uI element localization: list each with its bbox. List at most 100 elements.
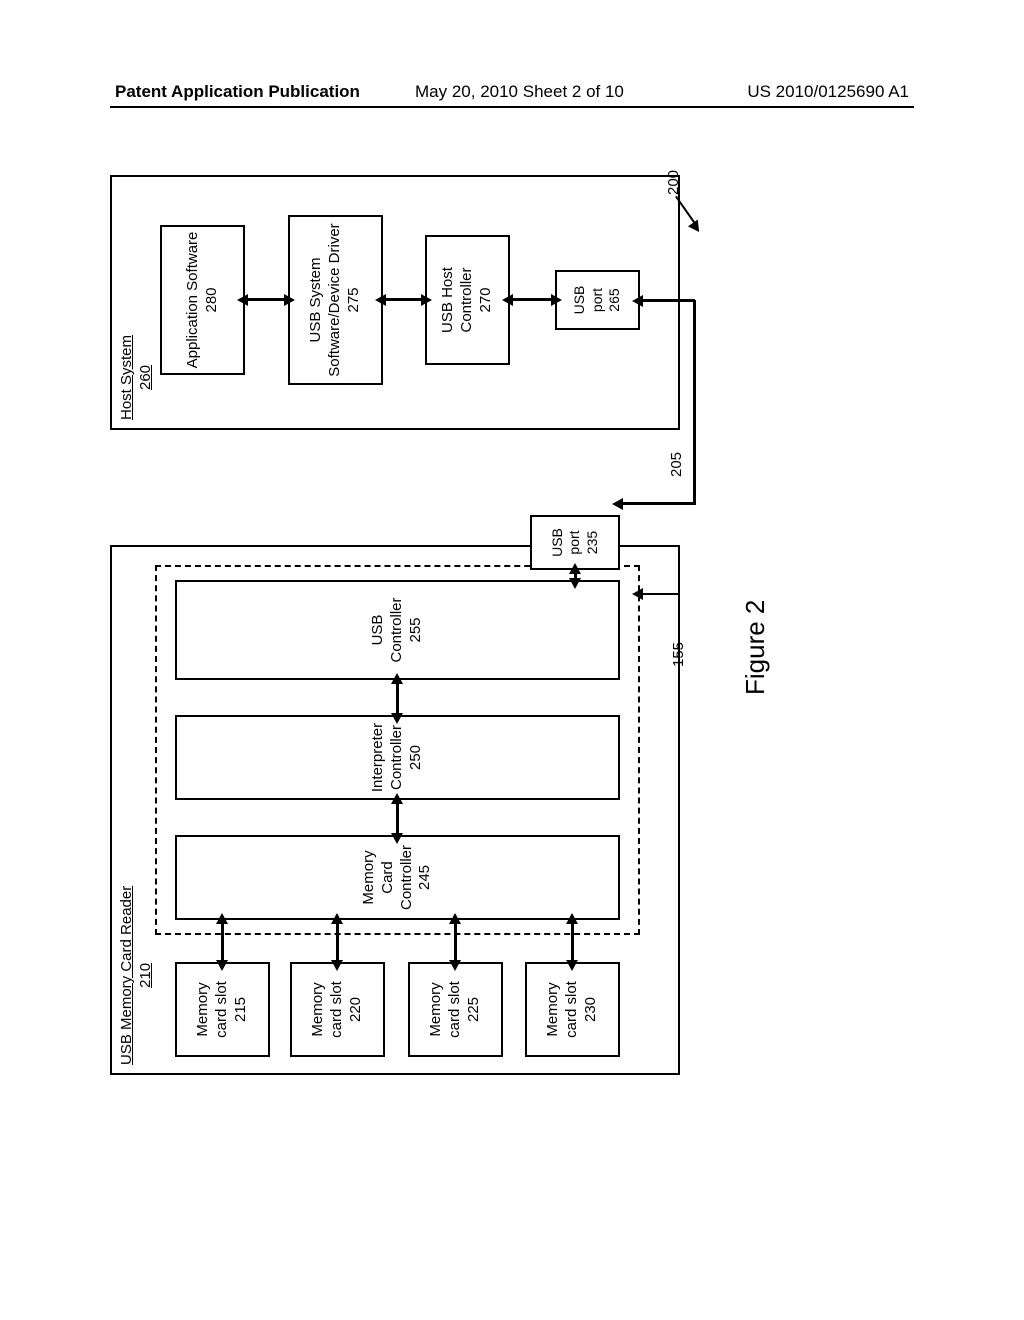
arrowhead-slot1-left-icon <box>216 960 228 971</box>
usb-host-controller: USB Host Controller 270 <box>425 235 510 365</box>
reader-title: USB Memory Card Reader <box>118 886 137 1065</box>
interp-label: Interpreter Controller <box>369 723 405 792</box>
leader-chip-h <box>678 593 680 637</box>
usbctrl-label: USB Controller <box>369 597 405 662</box>
arrow-hostctl-port <box>510 299 555 302</box>
slot3-text: Memory card slot 225 <box>427 968 483 1051</box>
host-usbport-ref: 265 <box>606 288 622 311</box>
slot1-ref: 215 <box>232 997 249 1022</box>
hostctl-ref: 270 <box>477 287 494 312</box>
slot4-label: Memory card slot <box>544 981 580 1038</box>
usbctrl-ref: 255 <box>407 617 424 642</box>
arrowhead-up-right-icon <box>569 563 581 574</box>
hostctl-text: USB Host Controller 270 <box>439 241 495 359</box>
arrow-app-driver <box>245 299 288 302</box>
host-title-block: Host System 260 <box>118 335 156 420</box>
memory-slot-4: Memory card slot 230 <box>525 962 620 1057</box>
interp-ref: 250 <box>407 745 424 770</box>
arrowhead-hp-up-icon <box>502 294 513 306</box>
driver-label: USB System Software/Device Driver <box>307 223 343 376</box>
system-ref: 200 <box>665 170 682 195</box>
slot2-ref: 220 <box>347 997 364 1022</box>
cable-seg1 <box>620 503 695 506</box>
arrowhead-hp-down-icon <box>551 294 562 306</box>
arrowhead-dh-up-icon <box>375 294 386 306</box>
app-ref: 280 <box>203 287 220 312</box>
interpreter-controller: Interpreter Controller 250 <box>175 715 620 800</box>
app-text: Application Software 280 <box>184 232 222 369</box>
memory-slot-2: Memory card slot 220 <box>290 962 385 1057</box>
arrowhead-ad-up-icon <box>237 294 248 306</box>
arrow-slot4-memctrl <box>571 920 574 962</box>
arrowhead-ad-down-icon <box>284 294 295 306</box>
arrowhead-slot2-right-icon <box>331 913 343 924</box>
memctrl-text: Memory Card Controller 245 <box>360 841 435 914</box>
reader-title-block: USB Memory Card Reader 210 <box>118 886 156 1065</box>
reader-usbport-text: USB port 235 <box>549 521 602 564</box>
reader-usb-port: USB port 235 <box>530 515 620 570</box>
host-usbport-label: USB port <box>571 286 605 315</box>
header-right: US 2010/0125690 A1 <box>747 82 909 102</box>
slot2-label: Memory card slot <box>309 981 345 1038</box>
cable-arrowhead-right-icon <box>632 295 643 307</box>
arrowhead-chip-icon <box>632 588 643 600</box>
usbctrl-text: USB Controller 255 <box>369 586 425 674</box>
arrow-slot3-memctrl <box>454 920 457 962</box>
leader-chip <box>640 593 680 595</box>
page-header: Patent Application Publication May 20, 2… <box>0 82 1024 106</box>
driver-ref: 275 <box>345 287 362 312</box>
usb-system-driver: USB System Software/Device Driver 275 <box>288 215 383 385</box>
cable-ref: 205 <box>668 452 685 477</box>
host-ref: 260 <box>137 335 156 420</box>
arrowhead-system-icon <box>688 220 704 236</box>
arrowhead-dh-down-icon <box>421 294 432 306</box>
reader-usbport-label: USB port <box>549 528 583 557</box>
slot2-text: Memory card slot 220 <box>309 968 365 1051</box>
cable-seg2 <box>693 300 696 505</box>
host-usb-port: USB port 265 <box>555 270 640 330</box>
figure-caption: Figure 2 <box>740 600 771 695</box>
interp-text: Interpreter Controller 250 <box>369 721 425 794</box>
hostctl-label: USB Host Controller <box>439 267 475 333</box>
header-left: Patent Application Publication <box>115 82 360 102</box>
arrowhead-slot1-right-icon <box>216 913 228 924</box>
arrowhead-iu-left-icon <box>391 713 403 724</box>
arrowhead-mi-right-icon <box>391 793 403 804</box>
memory-slot-1: Memory card slot 215 <box>175 962 270 1057</box>
arrow-memctrl-interp <box>396 800 399 835</box>
memctrl-label: Memory Card Controller <box>360 845 415 910</box>
slot1-label: Memory card slot <box>194 981 230 1038</box>
chip-ref: 155 <box>670 642 687 667</box>
arrowhead-slot3-left-icon <box>449 960 461 971</box>
cable-arrowhead-left-icon <box>612 498 623 510</box>
slot4-ref: 230 <box>582 997 599 1022</box>
host-usbport-text: USB port 265 <box>571 276 624 324</box>
slot4-text: Memory card slot 230 <box>544 968 600 1051</box>
arrow-slot2-memctrl <box>336 920 339 962</box>
memory-slot-3: Memory card slot 225 <box>408 962 503 1057</box>
diagram-rotated: USB Memory Card Reader 210 Memory card s… <box>110 175 810 1075</box>
driver-text: USB System Software/Device Driver 275 <box>307 221 363 379</box>
arrow-slot1-memctrl <box>221 920 224 962</box>
arrowhead-slot2-left-icon <box>331 960 343 971</box>
memctrl-ref: 245 <box>416 865 433 890</box>
usb-controller: USB Controller 255 <box>175 580 620 680</box>
arrow-driver-hostctl <box>383 299 425 302</box>
arrowhead-slot3-right-icon <box>449 913 461 924</box>
slot3-label: Memory card slot <box>427 981 463 1038</box>
reader-ref: 210 <box>137 886 156 1065</box>
header-center: May 20, 2010 Sheet 2 of 10 <box>415 82 624 102</box>
arrowhead-up-left-icon <box>569 578 581 589</box>
arrowhead-iu-right-icon <box>391 673 403 684</box>
application-software: Application Software 280 <box>160 225 245 375</box>
arrowhead-slot4-left-icon <box>566 960 578 971</box>
arrowhead-slot4-right-icon <box>566 913 578 924</box>
arrow-interp-usbctrl <box>396 680 399 715</box>
cable-seg3 <box>640 300 695 303</box>
slot1-text: Memory card slot 215 <box>194 968 250 1051</box>
host-title: Host System <box>118 335 137 420</box>
slot3-ref: 225 <box>465 997 482 1022</box>
header-rule <box>110 106 914 108</box>
diagram-area: USB Memory Card Reader 210 Memory card s… <box>110 175 810 1075</box>
arrowhead-mi-left-icon <box>391 833 403 844</box>
